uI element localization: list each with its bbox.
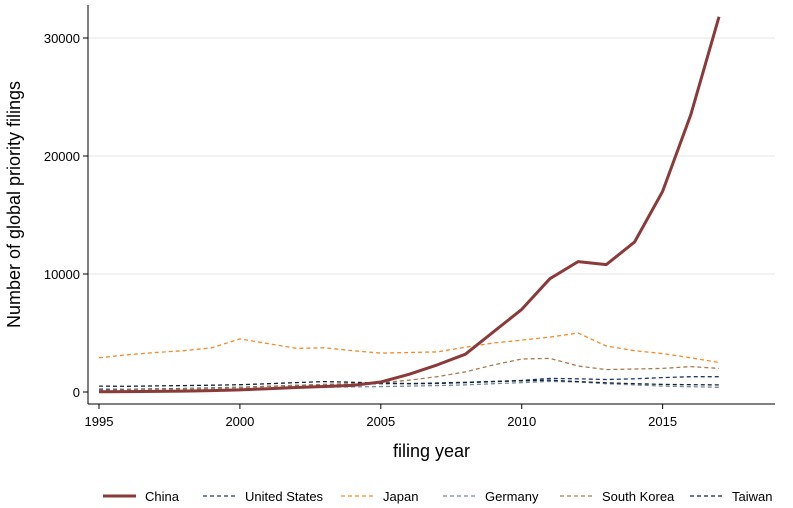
series-line-south-korea bbox=[98, 357, 720, 391]
legend-label: Japan bbox=[383, 489, 418, 504]
series-line-china bbox=[98, 16, 721, 394]
x-tick-label: 1995 bbox=[85, 414, 114, 429]
x-tick-label: 2010 bbox=[507, 414, 536, 429]
legend-label: United States bbox=[245, 489, 324, 504]
y-tick-label: 30000 bbox=[44, 31, 80, 46]
gridlines bbox=[88, 37, 775, 275]
legend-label: Taiwan bbox=[732, 489, 772, 504]
legend-label: China bbox=[145, 489, 180, 504]
x-ticks: 1995 2000 2005 2010 2015 bbox=[85, 404, 677, 429]
legend-label: South Korea bbox=[602, 489, 675, 504]
series-lines bbox=[98, 16, 721, 394]
y-tick-label: 10000 bbox=[44, 267, 80, 282]
y-axis-title: Number of global priority filings bbox=[4, 81, 24, 328]
x-tick-label: 2015 bbox=[648, 414, 677, 429]
legend-label: Germany bbox=[485, 489, 539, 504]
x-tick-label: 2005 bbox=[366, 414, 395, 429]
y-tick-label: 0 bbox=[73, 385, 80, 400]
y-tick-label: 20000 bbox=[44, 149, 80, 164]
series-line-germany bbox=[98, 380, 720, 392]
y-ticks: 0 10000 20000 30000 bbox=[44, 31, 88, 400]
legend: China United States Japan Germany South Kore… bbox=[103, 489, 772, 504]
axes bbox=[87, 5, 775, 405]
series-line-taiwan bbox=[98, 379, 720, 387]
x-tick-label: 2000 bbox=[225, 414, 254, 429]
x-axis-title: filing year bbox=[393, 441, 470, 461]
series-line-japan bbox=[98, 332, 720, 364]
